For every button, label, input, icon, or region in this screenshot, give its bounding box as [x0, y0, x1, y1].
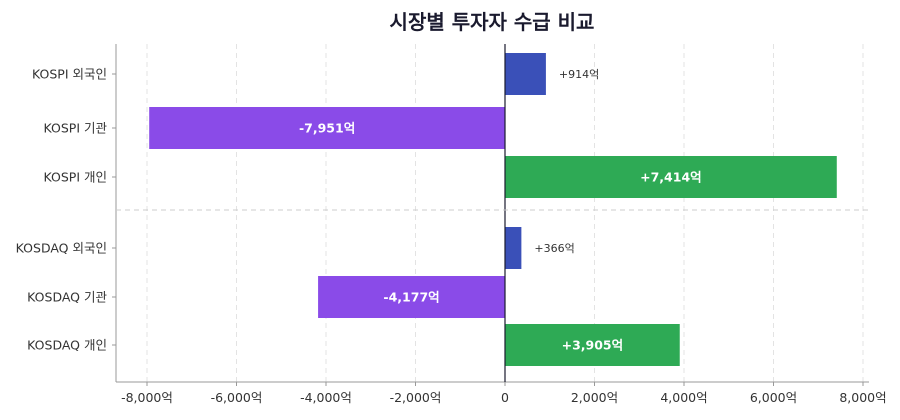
- bar: [505, 324, 680, 366]
- bar: [318, 276, 505, 318]
- grid-layer: [112, 44, 864, 386]
- x-tick-label: 2,000억: [571, 390, 618, 405]
- bar: [505, 227, 522, 269]
- chart-title: 시장별 투자자 수급 비교: [390, 10, 595, 34]
- category-label: KOSDAQ 개인: [27, 338, 107, 353]
- value-label: +3,905억: [562, 338, 624, 353]
- value-label: +366억: [534, 242, 574, 255]
- category-label: KOSDAQ 외국인: [16, 241, 107, 256]
- value-label: -4,177억: [383, 290, 439, 305]
- value-label: -7,951억: [299, 121, 355, 136]
- x-tick-label: 4,000억: [660, 390, 707, 405]
- category-label: KOSPI 개인: [44, 170, 108, 185]
- value-label: +914억: [559, 68, 599, 81]
- value-label: +7,414억: [640, 170, 702, 185]
- category-label: KOSDAQ 기관: [27, 290, 107, 305]
- bar: [505, 156, 837, 198]
- x-tick-label: -8,000억: [121, 390, 173, 405]
- category-label: KOSPI 외국인: [32, 67, 107, 82]
- x-tick-label: 0: [501, 390, 509, 405]
- x-tick-label: -2,000억: [390, 390, 442, 405]
- category-label: KOSPI 기관: [44, 121, 108, 136]
- x-tick-label: -6,000억: [211, 390, 263, 405]
- label-layer: -8,000억 -6,000억 -4,000억 -2,000억 0 2,000억 4,000…: [16, 67, 887, 406]
- x-tick-label: -4,000억: [300, 390, 352, 405]
- axis-layer: [115, 44, 869, 383]
- bar: [149, 107, 505, 149]
- x-tick-label: 6,000억: [750, 390, 797, 405]
- bar: [505, 53, 546, 95]
- x-tick-label: 8,000억: [839, 390, 886, 405]
- bar-layer: [149, 53, 837, 366]
